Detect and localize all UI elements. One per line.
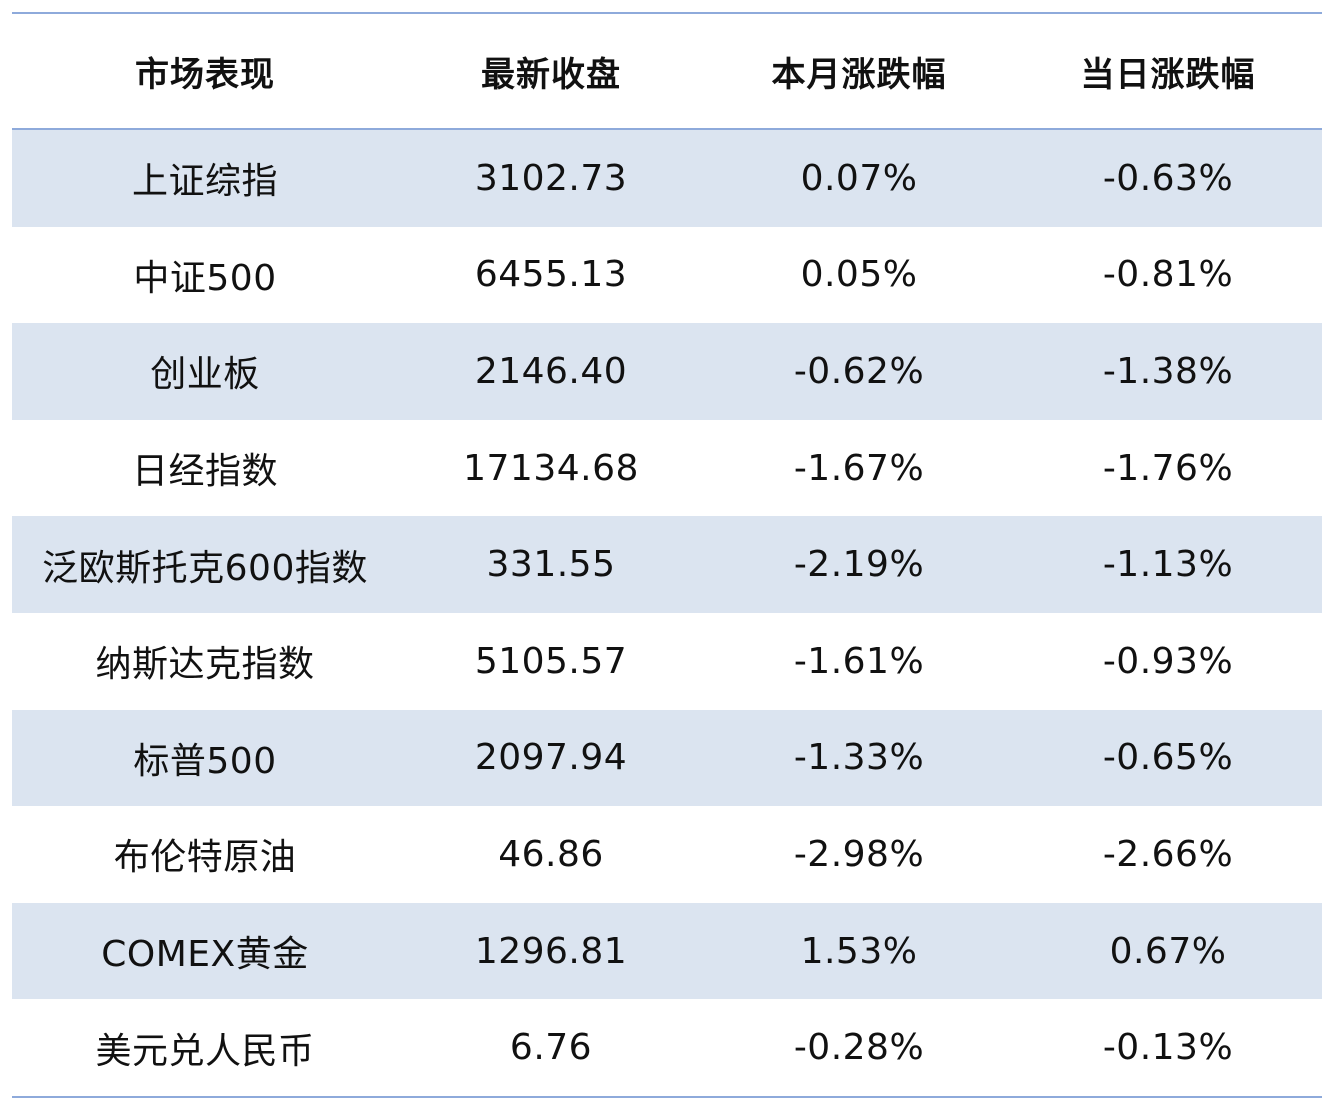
table-row: 泛欧斯托克600指数 331.55 -2.19% -1.13% [12,516,1322,613]
table-row: COMEX黄金 1296.81 1.53% 0.67% [12,902,1322,1000]
cell-month-change: -2.98% [793,833,925,875]
cell-day-change: -1.13% [1102,544,1234,586]
table-top-rule [12,12,1322,14]
header-month-change: 本月涨跌幅 [771,54,947,95]
cell-day-change: -0.93% [1102,640,1234,682]
cell-market: 美元兑人民币 [95,1030,315,1072]
table-row: 纳斯达克指数 5105.57 -1.61% -0.93% [12,613,1322,710]
cell-month-change: -0.62% [793,350,925,392]
cell-day-change: -2.66% [1102,833,1234,875]
cell-latest-close: 17134.68 [463,447,639,489]
cell-latest-close: 2146.40 [474,350,628,392]
cell-market: 中证500 [133,257,277,299]
cell-market: 布伦特原油 [113,837,297,879]
cell-month-change: 0.05% [800,254,918,296]
cell-market: 标普500 [133,740,277,782]
cell-latest-close: 3102.73 [474,157,628,199]
cell-latest-close: 1296.81 [474,930,628,972]
table-bottom-rule [12,1095,1322,1098]
cell-market: COMEX黄金 [101,934,309,976]
cell-month-change: -0.28% [793,1027,925,1069]
cell-month-change: -1.67% [793,447,925,489]
cell-market: 纳斯达克指数 [95,644,315,686]
cell-month-change: -1.61% [793,640,925,682]
cell-day-change: -0.81% [1102,254,1234,296]
cell-day-change: 0.67% [1109,930,1227,972]
table-row: 标普500 2097.94 -1.33% -0.65% [12,709,1322,807]
cell-month-change: 0.07% [800,157,918,199]
cell-latest-close: 6455.13 [474,254,628,296]
cell-month-change: -2.19% [793,544,925,586]
table-row: 创业板 2146.40 -0.62% -1.38% [12,323,1322,420]
market-performance-table: 市场表现 最新收盘 本月涨跌幅 当日涨跌幅 上证综指 3102.73 0.07%… [12,12,1322,1098]
cell-day-change: -1.38% [1102,350,1234,392]
cell-month-change: 1.53% [800,930,918,972]
cell-day-change: -0.13% [1102,1027,1234,1069]
cell-market: 上证综指 [131,161,278,203]
cell-market: 泛欧斯托克600指数 [42,547,368,589]
cell-latest-close: 5105.57 [474,640,628,682]
cell-day-change: -0.63% [1102,157,1234,199]
cell-day-change: -0.65% [1102,737,1234,779]
header-market: 市场表现 [135,54,275,95]
table-row: 布伦特原油 46.86 -2.98% -2.66% [12,806,1322,903]
cell-month-change: -1.33% [793,737,925,779]
cell-latest-close: 331.55 [486,544,616,586]
table-header-row: 市场表现 最新收盘 本月涨跌幅 当日涨跌幅 [12,14,1322,130]
table-row: 美元兑人民币 6.76 -0.28% -0.13% [12,999,1322,1096]
table-row: 中证500 6455.13 0.05% -0.81% [12,227,1322,324]
cell-market: 日经指数 [131,451,278,493]
cell-latest-close: 2097.94 [474,737,628,779]
cell-latest-close: 6.76 [509,1027,593,1069]
cell-market: 创业板 [150,354,260,396]
table-row: 日经指数 17134.68 -1.67% -1.76% [12,420,1322,517]
header-day-change: 当日涨跌幅 [1080,54,1256,95]
cell-day-change: -1.76% [1102,447,1234,489]
table-row: 上证综指 3102.73 0.07% -0.63% [12,130,1322,227]
cell-latest-close: 46.86 [498,833,604,875]
header-latest-close: 最新收盘 [481,54,621,95]
